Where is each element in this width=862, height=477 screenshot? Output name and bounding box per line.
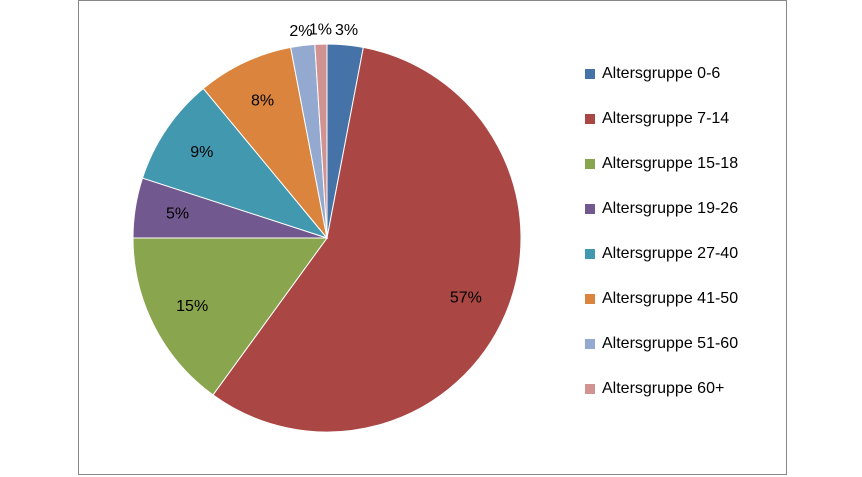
data-label: 57% [450, 289, 482, 306]
legend-swatch [585, 384, 595, 394]
legend-swatch [585, 69, 595, 79]
legend-label: Altersgruppe 41-50 [602, 290, 738, 307]
pie-slice [314, 43, 328, 239]
legend-label: Altersgruppe 0-6 [602, 65, 720, 82]
legend-label: Altersgruppe 15-18 [602, 155, 738, 172]
data-label: 1% [309, 21, 332, 38]
data-label: 3% [335, 22, 358, 39]
data-label: 2% [289, 23, 312, 40]
pie-slice [132, 237, 328, 396]
legend-swatch [585, 339, 595, 349]
legend-label: Altersgruppe 19-26 [602, 200, 738, 217]
legend-swatch [585, 159, 595, 169]
legend-label: Altersgruppe 60+ [602, 380, 724, 397]
legend-swatch [585, 249, 595, 259]
legend-swatch [585, 294, 595, 304]
legend-swatch [585, 204, 595, 214]
legend-label: Altersgruppe 51-60 [602, 335, 738, 352]
legend-swatch [585, 114, 595, 124]
data-label: 15% [176, 298, 208, 315]
data-label: 8% [251, 92, 274, 109]
pie-slice [202, 46, 328, 239]
data-label: 5% [166, 206, 189, 223]
data-label: 9% [190, 144, 213, 161]
pie-slice [141, 87, 329, 240]
legend-label: Altersgruppe 7-14 [602, 110, 729, 127]
pie-slice [212, 46, 522, 433]
legend-label: Altersgruppe 27-40 [602, 245, 738, 262]
